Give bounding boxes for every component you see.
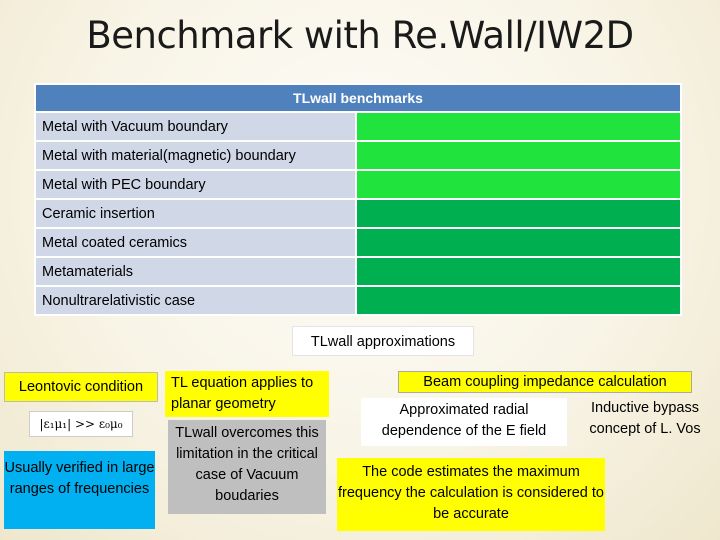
- benchmark-row-label: Metal with Vacuum boundary: [33, 111, 358, 142]
- leontovic-formula: |ε₁μ₁| >> ε₀μ₀: [29, 411, 133, 437]
- benchmark-row: Metal with material(magnetic) boundary: [33, 140, 682, 171]
- benchmark-status-cell: [355, 285, 682, 316]
- benchmark-row-label: Metal with material(magnetic) boundary: [33, 140, 358, 171]
- benchmark-row-label: Nonultrarelativistic case: [33, 285, 358, 316]
- benchmark-status-cell: [355, 256, 682, 287]
- benchmark-row: Metamaterials: [33, 256, 682, 287]
- benchmark-status-cell: [355, 140, 682, 171]
- benchmark-row: Metal with Vacuum boundary: [33, 111, 682, 142]
- benchmark-row-label: Metal coated ceramics: [33, 227, 358, 258]
- benchmark-table-header: TLwall benchmarks: [34, 83, 682, 113]
- benchmark-row: Ceramic insertion: [33, 198, 682, 229]
- benchmark-table: TLwall benchmarks Metal with Vacuum boun…: [33, 83, 682, 316]
- benchmark-row-label: Metamaterials: [33, 256, 358, 287]
- tl-equation-box: TL equation applies to planar geometry: [165, 371, 329, 417]
- slide-title: Benchmark with Re.Wall/IW2D: [86, 14, 634, 57]
- inductive-bypass-text: Inductive bypass concept of L. Vos: [589, 400, 701, 437]
- benchmark-status-cell: [355, 111, 682, 142]
- radial-dependence-box: Approximated radial dependence of the E …: [361, 398, 567, 446]
- benchmark-status-cell: [355, 227, 682, 258]
- benchmark-row: Nonultrarelativistic case: [33, 285, 682, 316]
- benchmark-status-cell: [355, 198, 682, 229]
- usually-verified-box: Usually verified in large ranges of freq…: [4, 451, 155, 529]
- code-estimates-box: The code estimates the maximum frequency…: [337, 458, 605, 531]
- beam-coupling-box: Beam coupling impedance calculation: [398, 371, 692, 393]
- approximations-label: TLwall approximations: [292, 326, 474, 356]
- benchmark-row: Metal coated ceramics: [33, 227, 682, 258]
- benchmark-row-label: Ceramic insertion: [33, 198, 358, 229]
- benchmark-status-cell: [355, 169, 682, 200]
- benchmark-row-label: Metal with PEC boundary: [33, 169, 358, 200]
- tlwall-overcomes-box: TLwall overcomes this limitation in the …: [168, 420, 326, 514]
- benchmark-row: Metal with PEC boundary: [33, 169, 682, 200]
- leontovic-condition-box: Leontovic condition: [4, 372, 158, 402]
